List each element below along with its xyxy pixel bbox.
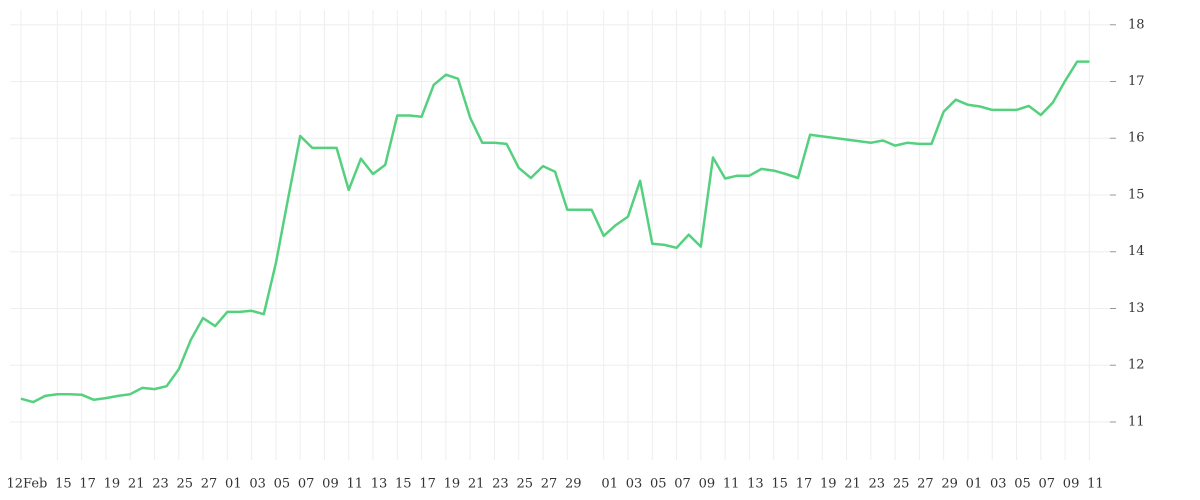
x-tick-label: 11 <box>1087 477 1104 492</box>
x-tick-label: 19 <box>104 477 121 492</box>
x-tick-label: 09 <box>1063 477 1080 492</box>
x-tick-label: 29 <box>941 477 958 492</box>
x-tick-label: 05 <box>650 477 667 492</box>
y-tick-label: 12 <box>1128 358 1145 373</box>
x-tick-label: 27 <box>917 477 934 492</box>
x-tick-label: 09 <box>699 477 716 492</box>
y-tick-label: 13 <box>1128 301 1145 316</box>
x-tick-label: 09 <box>322 477 339 492</box>
x-tick-label: 07 <box>1039 477 1056 492</box>
x-tick-label: 27 <box>201 477 218 492</box>
x-tick-label: 03 <box>626 477 643 492</box>
x-tick-label: 07 <box>298 477 315 492</box>
x-tick-label: 17 <box>79 477 96 492</box>
x-tick-label: 27 <box>541 477 558 492</box>
y-tick-label: 17 <box>1128 74 1145 89</box>
x-tick-label: 11 <box>723 477 740 492</box>
y-tick-label: 18 <box>1128 17 1145 32</box>
x-tick-label: 15 <box>55 477 72 492</box>
x-tick-label: 01 <box>225 477 242 492</box>
x-tick-label: 15 <box>771 477 788 492</box>
x-tick-label: 21 <box>468 477 485 492</box>
x-tick-label: 17 <box>419 477 436 492</box>
x-tick-label: 11 <box>346 477 363 492</box>
x-tick-label: 05 <box>1014 477 1031 492</box>
y-tick-label: 16 <box>1128 131 1145 146</box>
x-tick-label: 23 <box>492 477 509 492</box>
x-tick-label: 13 <box>747 477 764 492</box>
x-tick-label: 13 <box>371 477 388 492</box>
x-tick-label: 25 <box>516 477 533 492</box>
line-series <box>20 60 1090 404</box>
x-tick-label: 19 <box>444 477 461 492</box>
x-tick-label: 03 <box>249 477 266 492</box>
x-tick-label: 23 <box>869 477 886 492</box>
x-tick-label: 21 <box>128 477 145 492</box>
x-tick-label: 01 <box>601 477 618 492</box>
x-tick-label: 03 <box>990 477 1007 492</box>
x-tick-label: 07 <box>674 477 691 492</box>
x-tick-label: 25 <box>176 477 193 492</box>
x-tick-label: 19 <box>820 477 837 492</box>
y-tick-label: 15 <box>1128 187 1145 202</box>
x-tick-label: 21 <box>844 477 861 492</box>
y-tick-label: 14 <box>1128 244 1145 259</box>
x-tick-label: 01 <box>966 477 983 492</box>
x-tick-label: 23 <box>152 477 169 492</box>
x-tick-label: 25 <box>893 477 910 492</box>
x-tick-label: 12Feb <box>6 477 47 492</box>
x-tick-label: 29 <box>565 477 582 492</box>
x-tick-label: 05 <box>274 477 291 492</box>
x-tick-label: 17 <box>796 477 813 492</box>
x-tick-label: 15 <box>395 477 412 492</box>
y-tick-label: 11 <box>1128 414 1145 429</box>
